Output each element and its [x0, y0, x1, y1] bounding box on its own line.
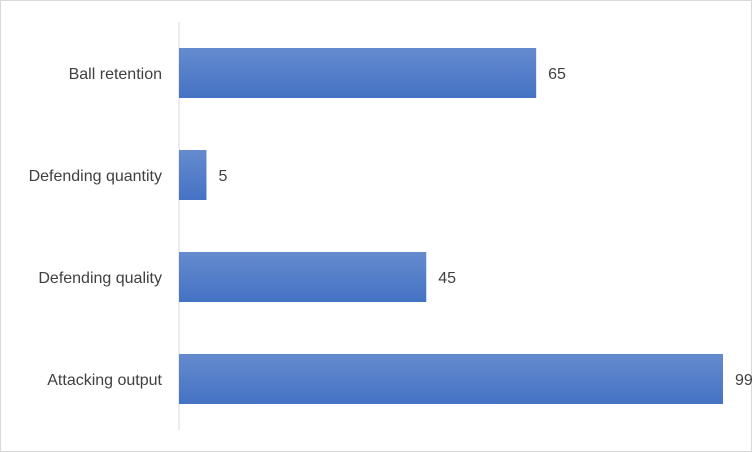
y-tick-label: Defending quality	[38, 270, 162, 287]
data-label: 45	[438, 270, 456, 287]
bar	[179, 354, 723, 404]
bar	[179, 150, 207, 200]
y-tick-label: Ball retention	[69, 66, 162, 83]
data-label: 5	[218, 168, 227, 185]
y-tick-label: Attacking output	[47, 372, 162, 389]
bar	[179, 48, 537, 98]
y-tick-label: Defending quantity	[29, 168, 162, 185]
bar	[179, 252, 427, 302]
data-label: 65	[548, 66, 566, 83]
data-label: 99	[735, 372, 752, 389]
